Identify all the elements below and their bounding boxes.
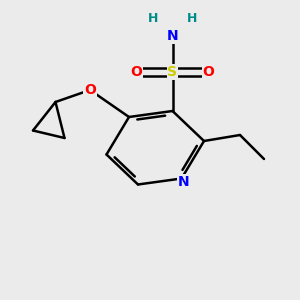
Text: N: N bbox=[167, 29, 178, 43]
Text: N: N bbox=[178, 175, 189, 188]
Text: H: H bbox=[148, 11, 158, 25]
Text: O: O bbox=[202, 65, 214, 79]
Text: H: H bbox=[187, 11, 197, 25]
Text: O: O bbox=[84, 83, 96, 97]
Text: S: S bbox=[167, 65, 178, 79]
Text: O: O bbox=[130, 65, 142, 79]
